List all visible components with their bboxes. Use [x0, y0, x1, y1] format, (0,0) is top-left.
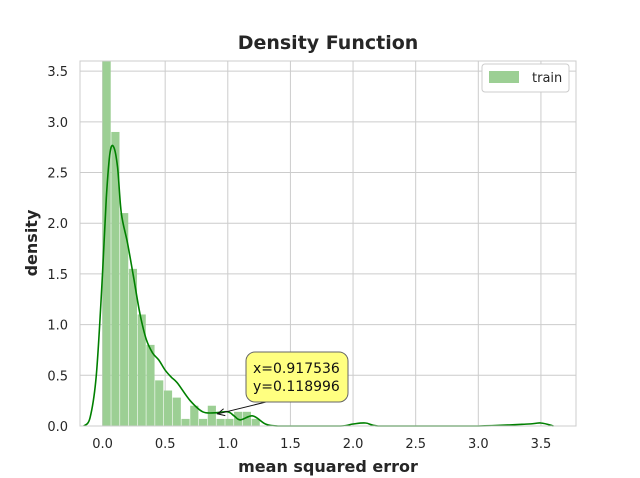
x-axis-label: mean squared error [238, 457, 418, 476]
y-tick-label: 1.0 [47, 319, 68, 334]
kde-curve-layer [83, 144, 554, 427]
histogram-bar [190, 405, 199, 426]
histogram-bar [207, 405, 216, 426]
histogram-bar [111, 131, 120, 426]
y-tick-label: 3.0 [47, 116, 68, 131]
histogram-bar [181, 418, 190, 426]
grid [80, 61, 576, 427]
y-tick-label: 1.5 [47, 268, 68, 283]
y-tick-label: 0.5 [47, 369, 68, 384]
chart-title: Density Function [238, 32, 419, 54]
kde-line [83, 144, 554, 427]
histogram-bar [102, 61, 111, 426]
x-tick-label: 0.0 [92, 437, 113, 452]
y-axis-label: density [22, 209, 41, 276]
annotation-box [245, 351, 349, 403]
x-tick-label: 1.0 [217, 437, 238, 452]
annotation-x-text: x=0.917536 [253, 361, 340, 377]
annotation-y-text: y=0.118996 [253, 379, 340, 395]
histogram-bar [155, 380, 164, 426]
annotation-arrow [217, 401, 267, 415]
histogram-bar [137, 314, 146, 426]
histogram-bars [102, 61, 260, 426]
histogram-bar [216, 418, 225, 426]
histogram-bar [242, 411, 251, 426]
y-tick-label: 0.0 [47, 420, 68, 435]
x-tick-labels: 0.0 0.5 1.0 1.5 2.0 2.5 3.0 3.5 [92, 437, 551, 452]
y-tick-label: 2.0 [47, 217, 68, 232]
plot-frame [79, 60, 577, 427]
y-tick-label: 3.5 [47, 65, 68, 80]
histogram-bar [146, 344, 155, 426]
annotation-arrowhead [216, 408, 226, 417]
y-tick-labels: 0.0 0.5 1.0 1.5 2.0 2.5 3.0 3.5 [47, 65, 68, 435]
legend-swatch-train [489, 71, 519, 83]
x-tick-label: 2.5 [405, 437, 426, 452]
histogram-bar [163, 390, 173, 426]
histogram-bar [172, 397, 181, 426]
y-tick-label: 2.5 [47, 167, 68, 182]
legend: train [481, 63, 570, 93]
x-tick-label: 2.0 [343, 437, 364, 452]
histogram-bar [225, 418, 234, 426]
histogram-bar [120, 213, 129, 426]
x-tick-label: 3.5 [531, 437, 552, 452]
histogram-bar [198, 418, 208, 426]
histogram-bar [128, 268, 138, 426]
histogram-bar [251, 418, 260, 426]
annotation: x=0.917536 y=0.118996 [216, 351, 349, 417]
legend-label-train: train [532, 71, 562, 86]
x-tick-label: 1.5 [280, 437, 301, 452]
x-tick-label: 3.0 [468, 437, 489, 452]
x-tick-label: 0.5 [155, 437, 176, 452]
